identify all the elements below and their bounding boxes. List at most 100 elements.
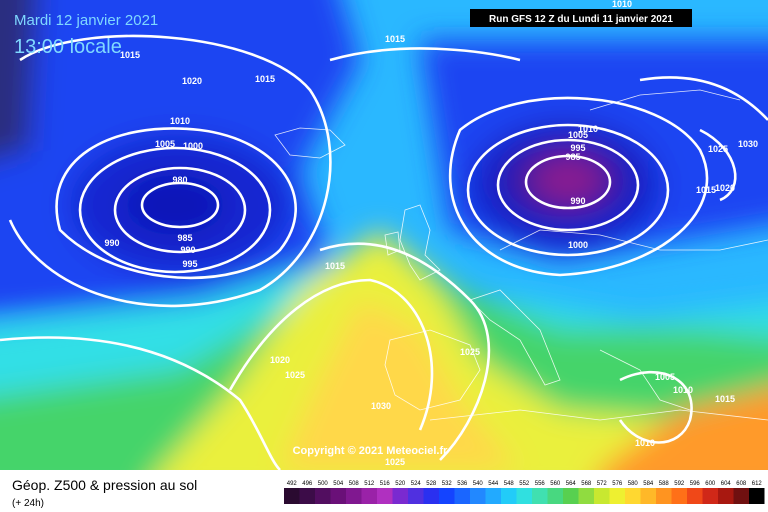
- colorbar-label: 536: [457, 481, 468, 487]
- colorbar-swatch: [392, 488, 408, 504]
- colorbar-swatch: [625, 488, 641, 504]
- colorbar-swatch: [656, 488, 672, 504]
- isobar-label: 1025: [708, 144, 728, 154]
- colorbar-label: 504: [333, 481, 344, 487]
- colorbar-label: 596: [690, 481, 701, 487]
- isobar-label: 1015: [696, 185, 716, 195]
- colorbar-swatch: [485, 488, 501, 504]
- colorbar-swatch: [594, 488, 610, 504]
- colorbar-label: 592: [674, 481, 685, 487]
- isobar-label: 1010: [612, 0, 632, 9]
- colorbar-swatch: [299, 488, 315, 504]
- isobar-label: 1020: [715, 183, 735, 193]
- colorbar-label: 544: [488, 481, 499, 487]
- isobar-label: 1015: [255, 74, 275, 84]
- isobar-label: 1010: [578, 124, 598, 134]
- colorbar: 492 496 500 504 508 512 516 520 524 528 532 536 540 5…: [284, 481, 765, 504]
- colorbar-swatch: [609, 488, 625, 504]
- colorbar-label: 552: [519, 481, 530, 487]
- colorbar-label: 520: [395, 481, 406, 487]
- colorbar-label: 528: [426, 481, 437, 487]
- colorbar-swatch: [687, 488, 703, 504]
- colorbar-label: 548: [504, 481, 515, 487]
- colorbar-swatch: [718, 488, 734, 504]
- colorbar-swatch: [749, 488, 765, 504]
- colorbar-label: 612: [752, 481, 763, 487]
- local-time: 13:00 locale: [14, 36, 122, 58]
- isobar-label: 1030: [738, 139, 758, 149]
- colorbar-label: 588: [659, 481, 670, 487]
- isobar-label: 1010: [635, 438, 655, 448]
- colorbar-label: 524: [411, 481, 422, 487]
- isobar-label: 1030: [371, 401, 391, 411]
- colorbar-swatch: [377, 488, 393, 504]
- isobar-label: 1025: [460, 347, 480, 357]
- colorbar-swatch: [439, 488, 455, 504]
- isobar-label: 985: [177, 233, 192, 243]
- colorbar-label: 500: [318, 481, 329, 487]
- isobar-label: 1005: [568, 130, 588, 140]
- colorbar-swatch: [733, 488, 749, 504]
- colorbar-swatch: [702, 488, 718, 504]
- colorbar-label: 496: [302, 481, 313, 487]
- isobar-label: 980: [172, 175, 187, 185]
- colorbar-swatch: [640, 488, 656, 504]
- colorbar-label: 492: [287, 481, 298, 487]
- colorbar-label: 560: [550, 481, 561, 487]
- isobar-label: 990: [104, 238, 119, 248]
- colorbar-swatch: [532, 488, 548, 504]
- colorbar-swatch: [408, 488, 424, 504]
- colorbar-label: 584: [643, 481, 654, 487]
- colorbar-label: 572: [597, 481, 608, 487]
- colorbar-swatch: [501, 488, 517, 504]
- colorbar-swatch: [284, 488, 300, 504]
- lead-time: (+ 24h): [12, 498, 44, 509]
- isobar-label: 985: [565, 152, 580, 162]
- isobar-label: 1000: [568, 240, 588, 250]
- colorbar-swatch: [315, 488, 331, 504]
- isobar-label: 1000: [183, 141, 203, 151]
- colorbar-label: 600: [705, 481, 716, 487]
- colorbar-swatch: [361, 488, 377, 504]
- isobar-label: 990: [180, 245, 195, 255]
- footer-title: Géop. Z500 & pression au sol: [12, 477, 197, 493]
- colorbar-swatch: [516, 488, 532, 504]
- colorbar-swatch: [330, 488, 346, 504]
- colorbar-label: 576: [612, 481, 623, 487]
- colorbar-swatch: [671, 488, 687, 504]
- colorbar-swatch: [563, 488, 579, 504]
- colorbar-label: 580: [628, 481, 639, 487]
- colorbar-label: 516: [380, 481, 391, 487]
- colorbar-label: 568: [581, 481, 592, 487]
- isobars: [0, 34, 768, 470]
- isobar-label: 990: [570, 196, 585, 206]
- colorbar-swatch: [578, 488, 594, 504]
- colorbar-swatch: [346, 488, 362, 504]
- colorbar-swatch: [547, 488, 563, 504]
- isobar-label: 1005: [155, 139, 175, 149]
- isobar-label: 1010: [673, 385, 693, 395]
- run-info: Run GFS 12 Z du Lundi 11 janvier 2021: [489, 14, 673, 25]
- isobar-label: 1020: [270, 355, 290, 365]
- colorbar-label: 608: [736, 481, 747, 487]
- isobar-label: 1025: [385, 457, 405, 467]
- isobar-label: 1015: [715, 394, 735, 404]
- isobar-label: 1015: [325, 261, 345, 271]
- isobar-label: 1005: [655, 372, 675, 382]
- isobar-label: 995: [570, 143, 585, 153]
- colorbar-swatch: [454, 488, 470, 504]
- run-box: [470, 9, 692, 27]
- isobar-label: 1020: [182, 76, 202, 86]
- colorbar-swatch: [423, 488, 439, 504]
- colorbar-label: 564: [566, 481, 577, 487]
- isobar-label: 1015: [120, 50, 140, 60]
- colorbar-label: 508: [349, 481, 360, 487]
- colorbar-label: 512: [364, 481, 375, 487]
- colorbar-label: 540: [473, 481, 484, 487]
- colorbar-label: 532: [442, 481, 453, 487]
- isobar-label: 1010: [170, 116, 190, 126]
- colorbar-label: 556: [535, 481, 546, 487]
- date: Mardi 12 janvier 2021: [14, 12, 158, 29]
- isobar-label: 995: [182, 259, 197, 269]
